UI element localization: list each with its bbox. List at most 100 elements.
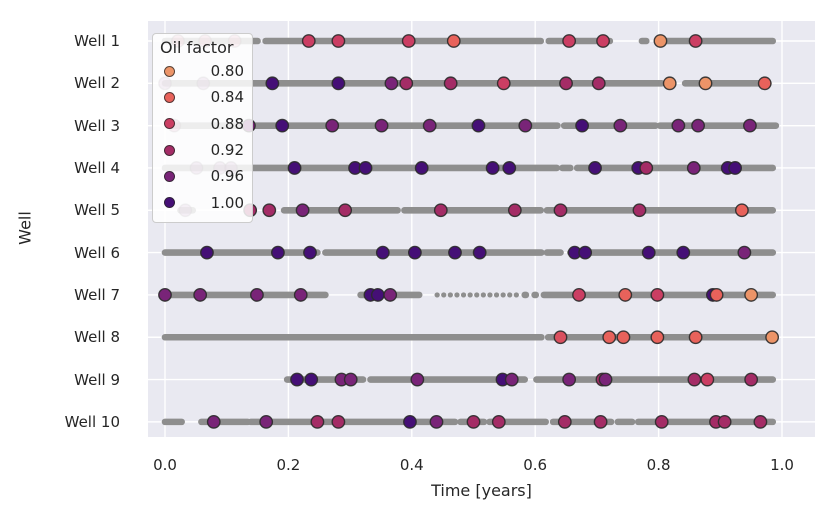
legend-entry: 0.84 [153,84,252,110]
scatter-dot [443,76,458,91]
scatter-dot [410,372,425,387]
scatter-dot [676,245,691,260]
y-tick-label: Well 8 [74,328,120,347]
scatter-dot [650,288,665,302]
scatter-dot [717,414,732,429]
y-tick-label: Well 6 [74,243,120,262]
scatter-dot [671,118,686,133]
scatter-dot [206,414,221,429]
x-tick-label: 0.6 [523,456,548,474]
scatter-dot [562,34,577,48]
scatter-dot [429,414,444,429]
y-tick-label: Well 3 [74,116,120,135]
scatter-dot [728,161,743,175]
scatter-dot [374,118,389,133]
legend-marker-dot [164,65,175,77]
scatter-dot [250,288,264,302]
legend-entry: 0.88 [153,111,252,137]
scatter-dot [591,76,606,91]
scatter-dot [596,34,610,48]
scatter-dot [700,372,715,387]
scatter-dot [471,118,486,133]
y-tick-label: Well 5 [74,201,120,220]
scatter-dot [295,203,310,218]
scatter-dot [384,76,399,91]
scatter-dot [265,76,280,91]
scatter-dot [641,245,656,260]
scatter-dot [303,245,317,260]
scatter-dot [575,118,589,133]
legend-entry-label: 0.96 [210,167,244,186]
scatter-dot [343,372,358,387]
scatter-dot [593,414,608,429]
legend-marker-dot [164,197,175,209]
scatter-dot [688,34,703,48]
scatter-dot [259,414,274,429]
legend-entry-label: 0.92 [210,141,244,160]
scatter-dot [588,161,602,175]
legend-entry-label: 0.80 [210,62,244,81]
legend-marker-dot [164,91,175,103]
legend-entry-label: 0.88 [210,114,244,133]
scatter-dot [358,161,373,175]
legend-entry: 1.00 [153,189,252,215]
y-tick-label: Well 1 [74,32,120,50]
scatter-dot [709,288,724,302]
y-tick-label: Well 2 [74,74,120,93]
scatter-dot [399,76,414,91]
scatter-dot [304,372,319,387]
scatter-dot [301,34,316,48]
scatter-dot [472,245,487,260]
scatter-dot [446,34,461,48]
scatter-dot [262,203,277,218]
plot-area [148,21,815,437]
scatter-dot [578,245,593,260]
scatter-dot [691,118,705,133]
scatter-dot [158,288,172,302]
scatter-dot [698,76,713,91]
scatter-dot [325,118,340,133]
scatter-dot [293,288,308,302]
scatter-dot [375,245,390,260]
scatter-dot [403,414,417,429]
scatter-dot [275,118,290,133]
scatter-dot [507,203,522,218]
scatter-dot [290,372,304,387]
scatter-dot [688,330,703,345]
y-tick-label: Well 7 [74,285,120,304]
scatter-dot [331,76,346,91]
scatter-dot [562,372,577,387]
scatter-dot [744,372,759,387]
scatter-dot [616,330,631,345]
scatter-dot [401,34,416,48]
scatter-dot [743,118,757,133]
scatter-dot [422,118,437,133]
legend-entry: 0.80 [153,58,252,84]
scatter-dot [331,34,346,48]
scatter-dot [662,76,677,91]
scatter-dot [502,161,517,175]
x-tick-label: 0.2 [276,456,301,474]
scatter-dot [598,372,613,387]
scatter-dot [287,161,302,175]
scatter-dot [383,288,398,302]
scatter-dot [496,76,511,91]
scatter-dot [466,414,481,429]
scatter-dot [407,245,422,260]
scatter-dot [433,203,448,218]
scatter-dot [448,245,462,260]
scatter-dot [310,414,325,429]
scatter-dot [518,118,533,133]
scatter-dot [331,414,346,429]
scatter-dot [553,203,568,218]
scatter-dot [485,161,500,175]
legend: Oil factor 0.80 0.84 0.88 0.92 0.96 1.00 [152,33,253,223]
x-tick-label: 0.8 [646,456,671,474]
scatter-dot [632,203,647,218]
scatter-dot [654,414,669,429]
scatter-dot [200,245,214,260]
scatter-dot [193,288,208,302]
legend-marker-dot [164,170,175,182]
